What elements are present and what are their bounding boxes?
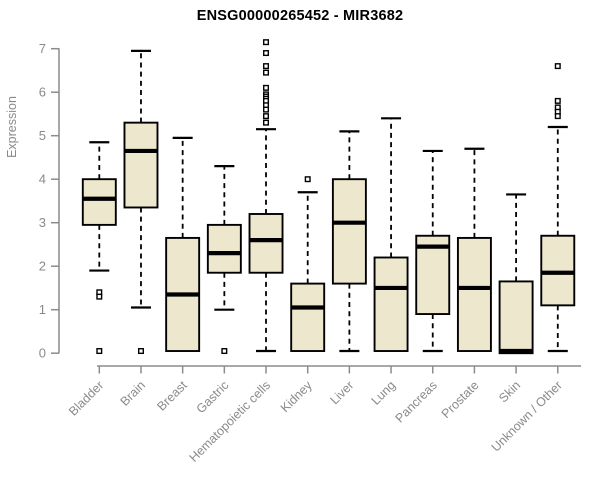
iqr-box	[123, 121, 159, 209]
x-tick-label: Liver	[327, 378, 356, 407]
iqr-box	[290, 282, 326, 352]
outlier-point	[263, 119, 270, 126]
x-tick-label: Hematopoietic cells	[187, 378, 274, 465]
boxplot-hematopoietic-cells	[248, 39, 284, 353]
boxplot-liver	[331, 130, 367, 353]
iqr-box	[540, 234, 576, 307]
y-tick-label: 0	[39, 346, 46, 361]
boxplot-breast	[165, 136, 201, 352]
boxplot-pancreas	[415, 149, 451, 353]
outlier-point	[263, 39, 270, 46]
y-tick-label: 5	[39, 128, 46, 143]
x-tick-label: Breast	[154, 378, 190, 414]
boxplot-unknown-other	[540, 63, 576, 353]
outlier-point	[96, 293, 103, 300]
outlier-point	[263, 50, 270, 57]
outlier-point	[263, 63, 270, 70]
y-tick-label: 4	[39, 172, 46, 187]
chart-title: ENSG00000265452 - MIR3682	[196, 8, 404, 24]
x-tick-label: Brain	[118, 378, 149, 409]
iqr-box	[498, 280, 534, 355]
boxplot-lung	[373, 117, 409, 352]
y-tick-label: 7	[39, 41, 46, 56]
outlier-point	[263, 69, 270, 76]
outlier-point	[554, 113, 561, 120]
x-tick-label: Pancreas	[393, 378, 440, 425]
outlier-point	[263, 113, 270, 120]
iqr-box	[248, 213, 284, 274]
iqr-box	[456, 236, 492, 352]
iqr-box	[373, 256, 409, 352]
boxplot-kidney	[290, 176, 326, 352]
boxplot-prostate	[456, 147, 492, 352]
x-tick-label: Lung	[369, 378, 399, 408]
x-tick-label: Prostate	[439, 378, 482, 421]
x-tick-label: Unknown / Other	[489, 378, 565, 454]
y-axis-label: Expression	[5, 96, 19, 158]
x-tick-label: Gastric	[194, 378, 232, 416]
iqr-box	[331, 178, 367, 285]
x-tick-label: Bladder	[66, 378, 106, 418]
boxplot-bladder	[81, 141, 117, 355]
outlier-point	[221, 348, 228, 355]
boxplot-brain	[123, 49, 159, 355]
iqr-box	[81, 178, 117, 226]
outlier-point	[263, 84, 270, 91]
outlier-point	[137, 348, 144, 355]
boxplot-gastric	[206, 165, 242, 355]
y-tick-label: 2	[39, 259, 46, 274]
y-tick-label: 3	[39, 215, 46, 230]
outlier-point	[96, 348, 103, 355]
y-tick-label: 6	[39, 85, 46, 100]
y-tick-label: 1	[39, 302, 46, 317]
outlier-point	[263, 106, 270, 113]
outlier-point	[304, 176, 311, 183]
x-tick-label: Skin	[496, 378, 523, 405]
iqr-box	[206, 223, 242, 274]
boxplot-skin	[498, 193, 534, 355]
outlier-point	[554, 97, 561, 104]
x-tick-label: Kidney	[278, 378, 315, 415]
outlier-point	[554, 63, 561, 70]
iqr-box	[415, 234, 451, 316]
